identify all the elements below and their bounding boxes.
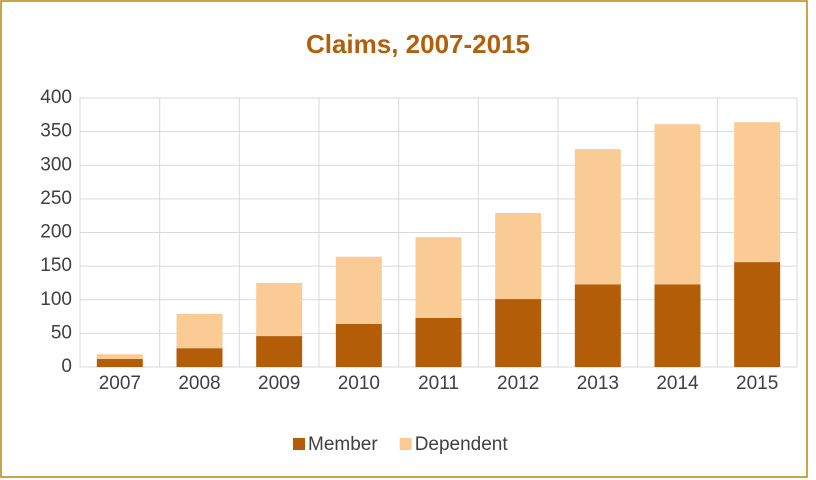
y-tick-label: 250 — [40, 188, 72, 209]
y-tick-label: 50 — [51, 322, 72, 343]
bar — [415, 317, 462, 367]
x-tick-label: 2014 — [656, 373, 699, 394]
bar — [335, 256, 382, 324]
bar — [96, 354, 143, 359]
legend-swatch — [399, 438, 412, 450]
legend-label: Member — [308, 434, 378, 455]
bar — [256, 336, 303, 367]
bar — [574, 149, 621, 285]
bar — [734, 262, 781, 367]
bar — [574, 284, 621, 367]
y-tick-label: 150 — [40, 255, 72, 276]
bar — [495, 212, 542, 300]
y-tick-label: 200 — [40, 222, 72, 243]
y-tick-label: 350 — [40, 121, 72, 142]
x-tick-label: 2008 — [178, 373, 220, 394]
bar — [495, 299, 542, 367]
bar — [415, 237, 462, 318]
x-tick-label: 2011 — [418, 373, 459, 394]
x-tick-label: 2012 — [497, 373, 539, 394]
x-tick-label: 2013 — [577, 373, 619, 394]
legend-label: Dependent — [415, 434, 509, 455]
bar — [96, 358, 143, 367]
y-tick-label: 0 — [61, 356, 72, 377]
legend-swatch — [293, 438, 305, 450]
bar — [335, 323, 382, 367]
bar — [176, 348, 223, 367]
y-tick-label: 300 — [40, 154, 72, 175]
bar — [176, 313, 223, 349]
x-tick-label: 2015 — [736, 373, 778, 394]
x-tick-label: 2010 — [338, 373, 380, 394]
bar — [654, 124, 701, 285]
bar — [654, 284, 701, 367]
x-tick-label: 2007 — [99, 373, 141, 394]
bar — [256, 282, 303, 337]
chart-title: Claims, 2007-2015 — [306, 29, 530, 59]
x-tick-label: 2009 — [258, 373, 300, 394]
bar — [734, 122, 781, 263]
y-tick-label: 400 — [40, 87, 72, 108]
y-tick-label: 100 — [40, 289, 72, 310]
